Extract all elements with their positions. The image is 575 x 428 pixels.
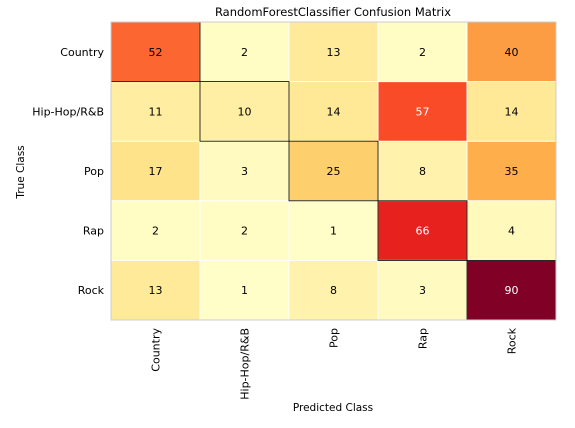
cell-value-label: 13: [327, 46, 341, 59]
cell-value-label: 90: [505, 284, 519, 297]
cell-value-label: 10: [238, 105, 252, 118]
cell-value-label: 2: [241, 46, 248, 59]
cell-value-label: 3: [241, 165, 248, 178]
cell-value-label: 3: [419, 284, 426, 297]
cell-value-label: 40: [505, 46, 519, 59]
cell-value-label: 52: [149, 46, 163, 59]
cell-value-label: 8: [330, 284, 337, 297]
y-tick-label: Country: [60, 46, 104, 59]
y-tick-label: Hip-Hop/R&B: [32, 105, 104, 118]
x-tick-labels: Country Hip-Hop/R&B Pop Rap Rock: [150, 327, 519, 399]
cell-value-label: 17: [149, 165, 163, 178]
cell-value-label: 14: [505, 105, 519, 118]
chart-title: RandomForestClassifier Confusion Matrix: [215, 5, 451, 19]
cell-value-label: 66: [416, 225, 430, 238]
cell-value-label: 2: [419, 46, 426, 59]
cell-value-label: 2: [152, 225, 159, 238]
y-axis-label: True Class: [15, 145, 27, 199]
cell-value-label: 1: [330, 225, 337, 238]
x-tick-label: Country: [150, 328, 163, 372]
cell-value-label: 13: [149, 284, 163, 297]
y-tick-labels: Country Hip-Hop/R&B Pop Rap Rock: [32, 46, 104, 297]
x-tick-label: Rock: [506, 327, 519, 354]
x-tick-label: Hip-Hop/R&B: [239, 328, 252, 400]
cell-value-label: 57: [416, 105, 430, 118]
cell-value-label: 8: [419, 165, 426, 178]
cell-value-label: 11: [149, 105, 163, 118]
x-tick-label: Pop: [328, 328, 341, 348]
x-axis-label: Predicted Class: [293, 402, 373, 414]
cell-value-label: 14: [327, 105, 341, 118]
cell-value-label: 35: [505, 165, 519, 178]
y-tick-label: Pop: [84, 165, 104, 178]
cell-value-label: 2: [241, 225, 248, 238]
cell-value-label: 1: [241, 284, 248, 297]
y-tick-label: Rap: [83, 225, 104, 238]
x-tick-label: Rap: [417, 328, 430, 349]
y-tick-label: Rock: [78, 284, 105, 297]
cell-value-label: 4: [508, 225, 515, 238]
cell-value-label: 25: [327, 165, 341, 178]
